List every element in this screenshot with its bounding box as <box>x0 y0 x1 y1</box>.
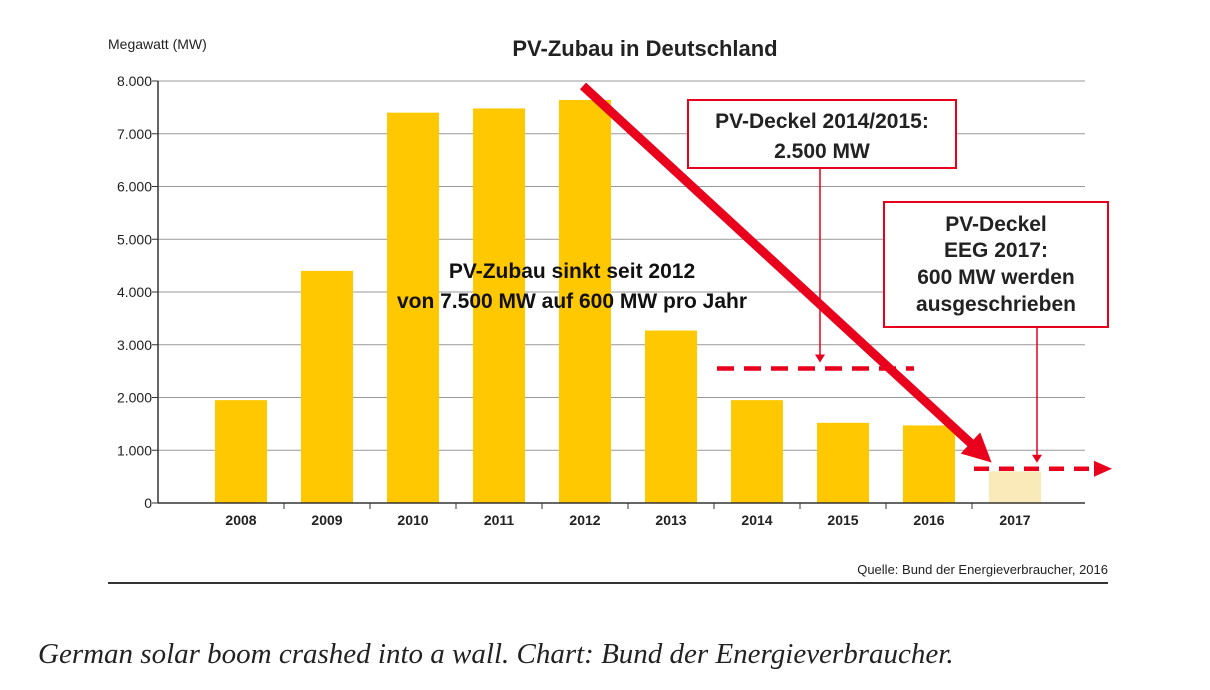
y-tick-label: 1.000 <box>117 442 152 458</box>
y-tick-label: 3.000 <box>117 337 152 353</box>
bar-2017 <box>989 471 1041 503</box>
axis-layer: 0 1.000 2.000 3.000 4.000 5.000 6.000 7.000 8.00… <box>117 73 1085 528</box>
x-tick-label: 2014 <box>741 512 772 528</box>
figure-caption: German solar boom crashed into a wall. C… <box>38 638 954 670</box>
x-tick-label: 2017 <box>999 512 1030 528</box>
bar-2011 <box>473 108 525 504</box>
cap-box-2014-2015-line1: PV-Deckel 2014/2015: <box>715 110 929 133</box>
cap-line-2017-arrowhead <box>1094 460 1112 477</box>
center-annotation-line2: von 7.500 MW auf 600 MW pro Jahr <box>397 290 747 313</box>
bar-2015 <box>817 422 869 503</box>
bar-2016 <box>903 425 955 503</box>
x-tick-label: 2011 <box>484 512 515 528</box>
x-tick-label: 2008 <box>225 512 256 528</box>
annotation-layer <box>579 82 1112 477</box>
x-tick-label: 2013 <box>655 512 686 528</box>
chart-title: PV-Zubau in Deutschland <box>512 36 777 61</box>
x-tick-label: 2015 <box>827 512 858 528</box>
x-tick-label: 2009 <box>311 512 342 528</box>
bar-2014 <box>731 400 783 503</box>
chart-container: 0 1.000 2.000 3.000 4.000 5.000 6.000 7.000 8.00… <box>108 36 1112 584</box>
bar-2008 <box>215 400 267 503</box>
leader-arrowhead-box2 <box>1032 454 1042 463</box>
x-tick-label: 2010 <box>397 512 428 528</box>
cap-box-2014-2015-line2: 2.500 MW <box>774 140 870 163</box>
y-tick-label: 7.000 <box>117 126 152 142</box>
cap-box-eeg-2017-line4: ausgeschrieben <box>916 293 1076 316</box>
bar-2010 <box>387 112 439 504</box>
cap-box-eeg-2017-line3: 600 MW werden <box>917 266 1075 289</box>
cap-box-eeg-2017-line1: PV-Deckel <box>945 213 1047 236</box>
leader-arrowhead-box1 <box>815 354 825 363</box>
center-annotation-line1: PV-Zubau sinkt seit 2012 <box>449 260 695 283</box>
x-tick-label: 2016 <box>913 512 944 528</box>
bar-2012 <box>559 99 611 504</box>
x-tick-label: 2012 <box>569 512 600 528</box>
y-tick-label: 0 <box>144 495 152 511</box>
y-tick-label: 8.000 <box>117 73 152 89</box>
y-tick-label: 4.000 <box>117 284 152 300</box>
chart-svg: 0 1.000 2.000 3.000 4.000 5.000 6.000 7.000 8.00… <box>108 36 1112 584</box>
cap-box-eeg-2017-line2: EEG 2017: <box>944 239 1048 262</box>
y-axis-label: Megawatt (MW) <box>108 36 207 52</box>
decline-arrow <box>579 82 992 463</box>
bar-layer <box>215 99 1041 504</box>
bar-2009 <box>301 270 353 503</box>
cap-box-eeg-2017 <box>883 201 1109 328</box>
y-tick-label: 6.000 <box>117 179 152 195</box>
y-tick-label: 5.000 <box>117 231 152 247</box>
y-tick-label: 2.000 <box>117 390 152 406</box>
cap-box-2014-2015 <box>687 99 957 169</box>
bar-2013 <box>645 330 697 503</box>
source-note: Quelle: Bund der Energieverbraucher, 201… <box>857 562 1108 577</box>
